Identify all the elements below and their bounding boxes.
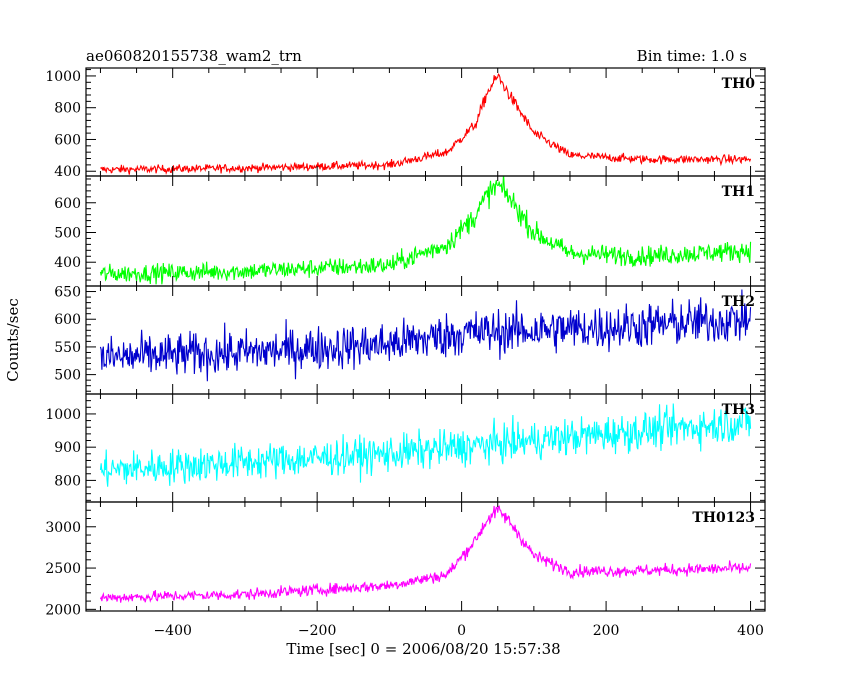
panel-label-th0: TH0 <box>722 76 756 92</box>
panel-label-th0123: TH0123 <box>692 510 755 526</box>
bin-time-label: Bin time: 1.0 s <box>637 47 747 65</box>
x-tick-label: 400 <box>737 623 764 639</box>
panel-th0: 400 600 800 1000 TH0 <box>45 67 766 180</box>
x-tick-label: −400 <box>153 623 191 639</box>
series-line-th0 <box>100 73 752 175</box>
series-line-th1 <box>99 176 752 285</box>
y-tick-label: 1000 <box>45 407 81 423</box>
y-tick-label: 800 <box>54 101 81 117</box>
panel-th1: 400 500 600 TH1 <box>54 175 766 287</box>
series-line-th3 <box>99 403 752 487</box>
panel-frame <box>85 67 766 177</box>
x-tick-label: −200 <box>298 623 336 639</box>
y-axis-label: Counts/sec <box>4 298 22 382</box>
y-tick-label: 400 <box>54 164 81 180</box>
panel-frame <box>85 175 766 287</box>
panel-label-th2: TH2 <box>722 294 755 310</box>
y-tick-label: 650 <box>54 285 81 301</box>
y-tick-label: 500 <box>54 368 81 384</box>
y-tick-label: 2000 <box>45 602 81 618</box>
x-axis-label: Time [sec] 0 = 2006/08/20 15:57:38 <box>286 640 560 658</box>
panel-th3: 800 900 1000 TH3 <box>45 393 766 503</box>
y-tick-label: 2500 <box>45 561 81 577</box>
x-axis: −400 −200 0 200 400 <box>153 623 763 639</box>
panel-th2: 500 550 600 650 TH2 <box>54 285 766 395</box>
panel-label-th1: TH1 <box>722 184 755 200</box>
series-line-th2 <box>99 289 752 382</box>
y-tick-label: 600 <box>54 132 81 148</box>
y-tick-label: 600 <box>54 196 81 212</box>
panel-th0123: 2000 2500 3000 TH0123 <box>45 501 766 618</box>
y-tick-label: 3000 <box>45 520 81 536</box>
panel-label-th3: TH3 <box>722 402 755 418</box>
chart-title: ae060820155738_wam2_trn <box>86 47 302 65</box>
x-tick-label: 0 <box>457 623 466 639</box>
y-tick-label: 900 <box>54 440 81 456</box>
x-tick-label: 200 <box>593 623 620 639</box>
y-tick-label: 400 <box>54 255 81 271</box>
y-tick-label: 800 <box>54 473 81 489</box>
y-tick-label: 600 <box>54 312 81 328</box>
series-line-th0123 <box>99 505 752 603</box>
y-tick-label: 1000 <box>45 69 81 85</box>
y-tick-label: 500 <box>54 225 81 241</box>
panels-group: 400 600 800 1000 TH0 400 500 600 TH1 500 550 600 650… <box>45 67 766 618</box>
y-tick-label: 550 <box>54 340 81 356</box>
